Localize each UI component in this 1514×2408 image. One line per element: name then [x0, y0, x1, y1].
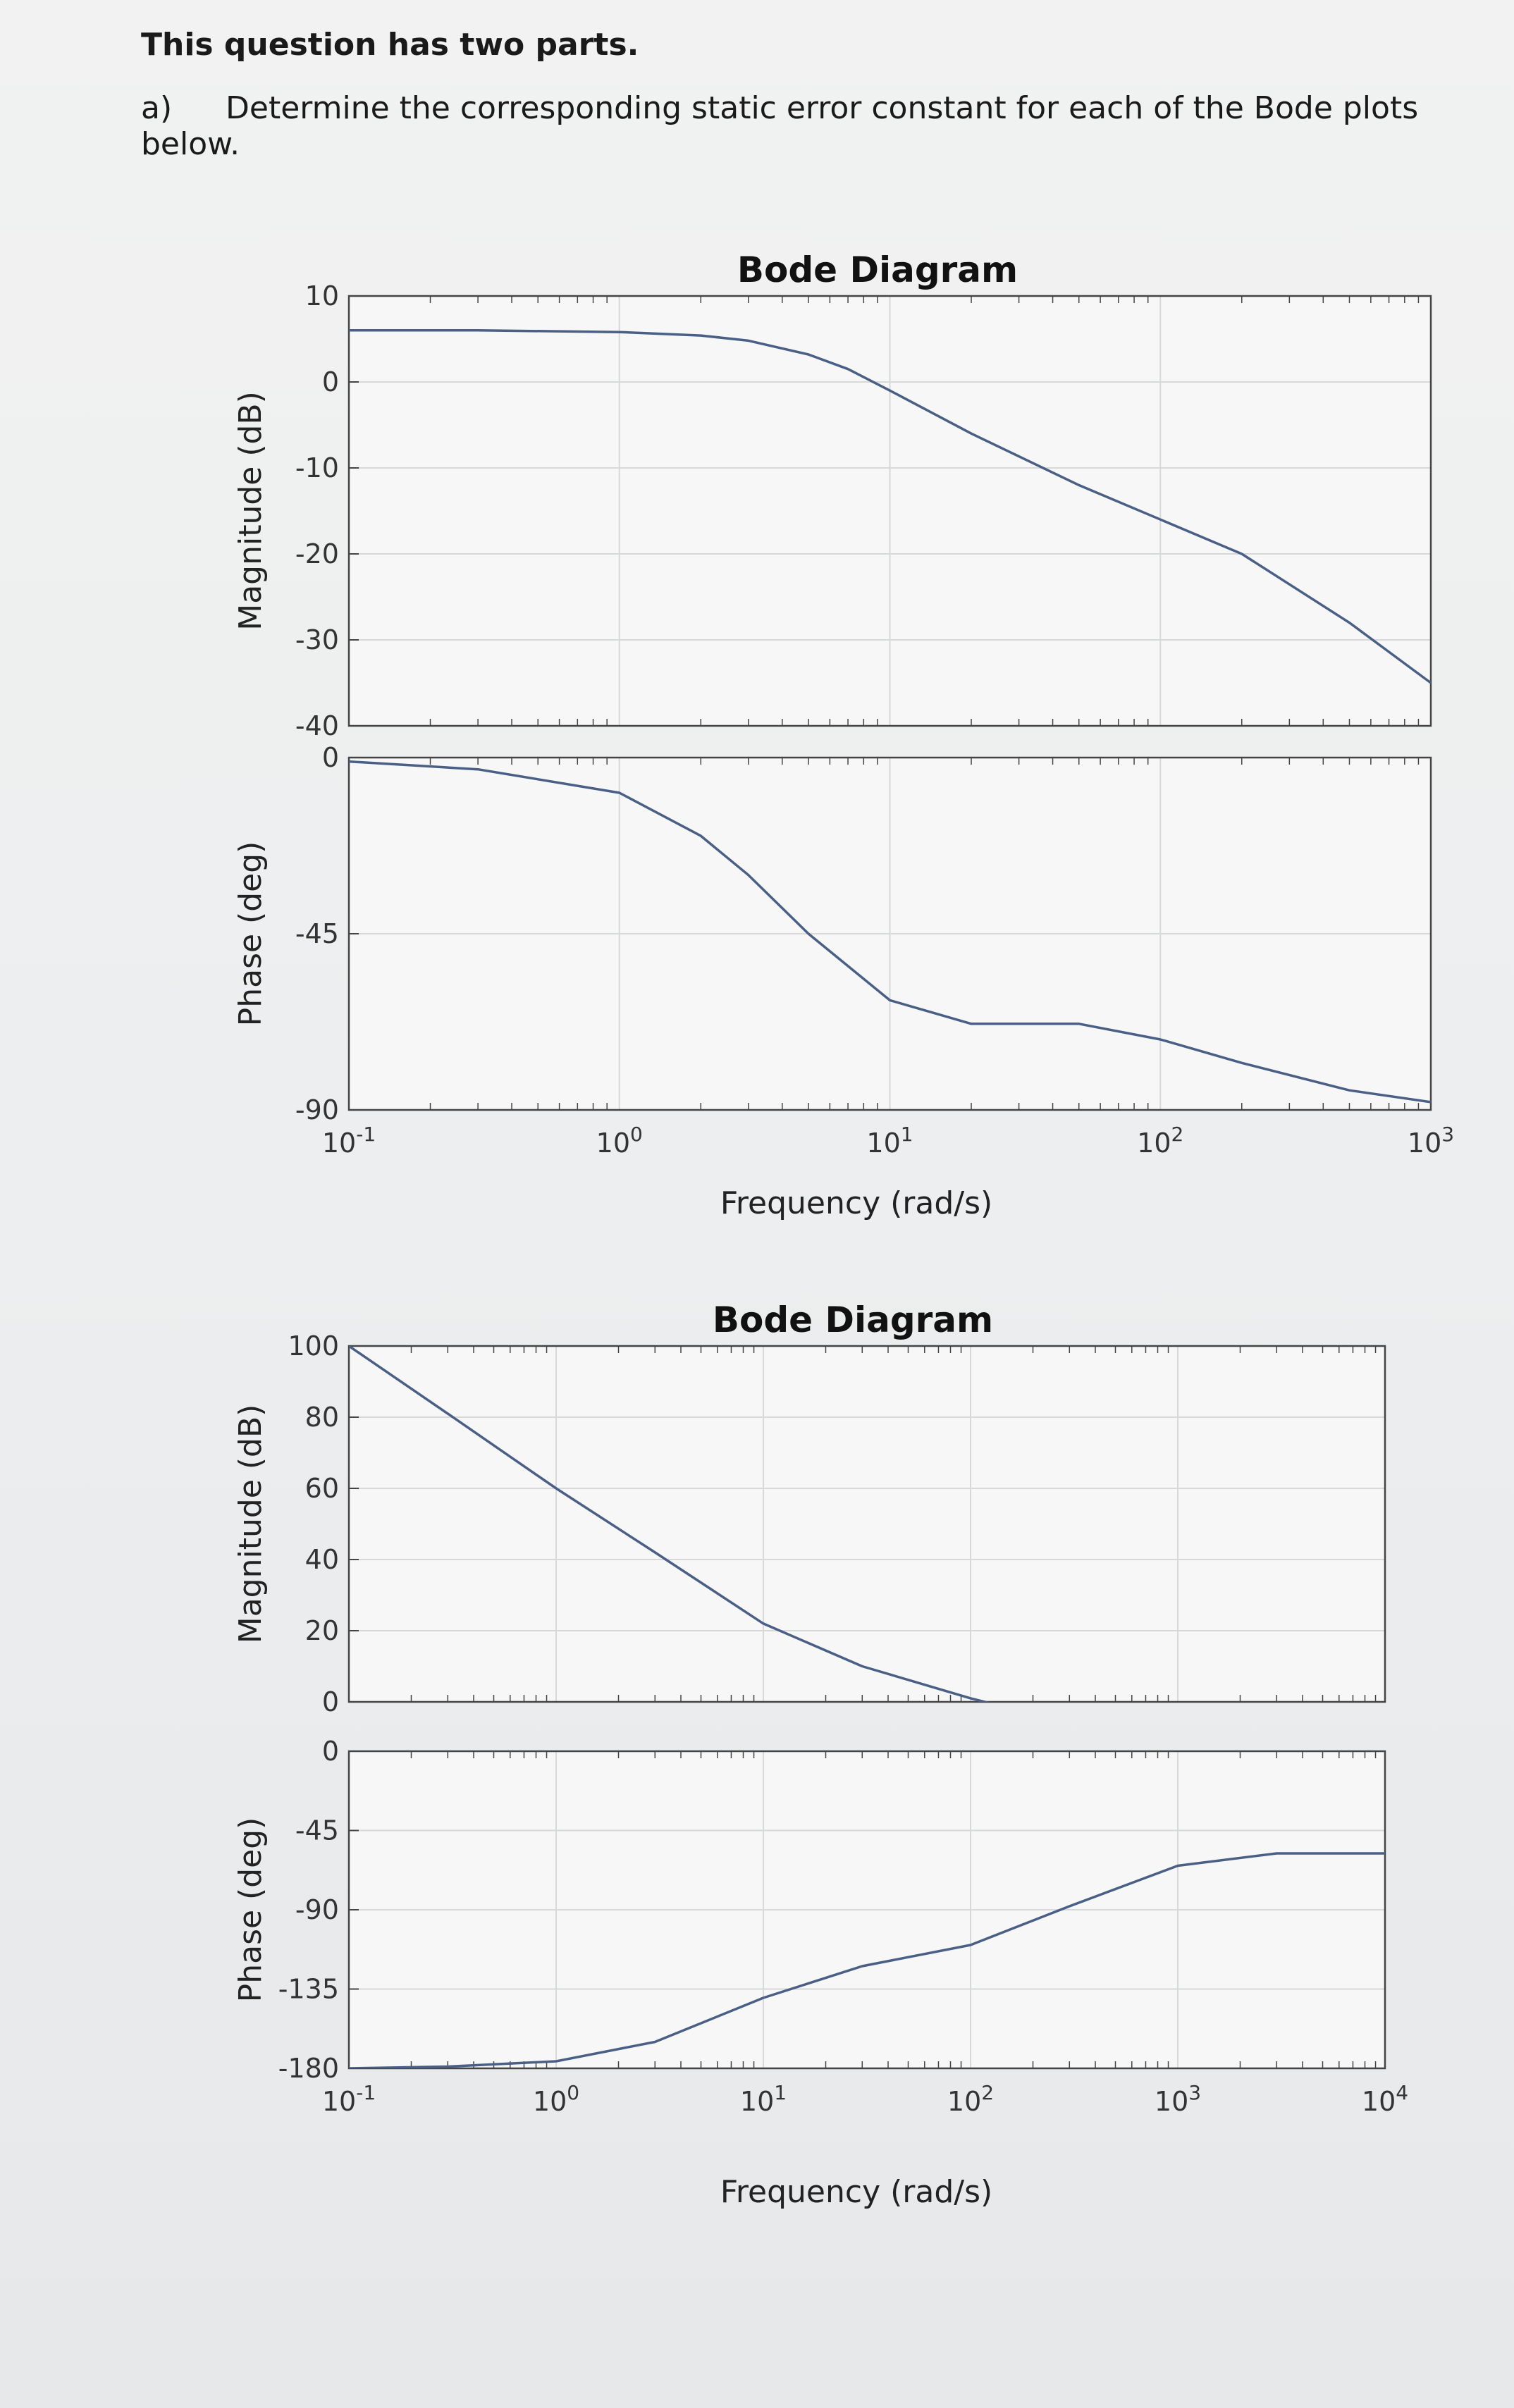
xtick-label: 101: [740, 2081, 787, 2117]
phase-series-line: [349, 1852, 1385, 2068]
xtick-label: 10-1: [322, 2081, 376, 2117]
phase-ylabel: Phase (deg): [233, 841, 269, 1027]
phase-ytick-label: -135: [278, 1974, 339, 2005]
phase-axes-box: [347, 756, 1432, 1111]
magnitude-ytick-label: 80: [305, 1402, 339, 1433]
magnitude-ytick-label: -20: [295, 538, 339, 569]
xlabel: Frequency (rad/s): [720, 1185, 992, 1221]
xtick-label: 103: [1408, 1123, 1454, 1159]
phase-ytick-label: -90: [295, 1094, 339, 1125]
xtick-label: 10-1: [322, 1123, 376, 1159]
part-label: a): [141, 90, 173, 126]
chart-title: Bode Diagram: [713, 1299, 993, 1340]
magnitude-ytick-label: -30: [295, 624, 339, 655]
xtick-label: 101: [866, 1123, 913, 1159]
xtick-label: 100: [533, 2081, 579, 2117]
magnitude-panel: 100 80 60 40 20 0 Magnitude (dB): [233, 1330, 1386, 1738]
phase-panel: 0 -45 -90 Phase (deg): [233, 742, 1432, 1125]
magnitude-ytick-label: 100: [288, 1330, 339, 1362]
question-header: This question has two parts.: [141, 27, 639, 63]
magnitude-ytick-label: 10: [305, 280, 339, 311]
phase-ytick-label: 0: [322, 742, 339, 773]
phase-ytick-label: -90: [295, 1894, 339, 1925]
magnitude-axes-box: [347, 1345, 1386, 1703]
magnitude-ytick-label: 0: [322, 366, 339, 397]
phase-ytick-label: -180: [278, 2053, 339, 2084]
magnitude-axes-box: [347, 295, 1432, 727]
xtick-label: 100: [596, 1123, 643, 1159]
magnitude-ylabel: Magnitude (dB): [233, 1404, 269, 1644]
magnitude-ytick-label: 40: [305, 1544, 339, 1575]
xtick-label: 104: [1362, 2081, 1408, 2117]
magnitude-ylabel: Magnitude (dB): [233, 391, 269, 631]
phase-ytick-label: -45: [295, 918, 339, 949]
phase-ylabel: Phase (deg): [233, 1817, 269, 2003]
magnitude-series-line: [349, 329, 1431, 684]
bode-chart-2: Bode Diagram 100 80 60 40 20 0 Magnitude (dB) 0 -…: [233, 1299, 1408, 2210]
xtick-label: 102: [1137, 1123, 1183, 1159]
question-part-a: a) Determine the corresponding static err…: [141, 90, 1514, 162]
phase-ytick-label: -45: [295, 1815, 339, 1846]
phase-axes-box: [347, 1750, 1386, 2070]
phase-ytick-label: 0: [322, 1736, 339, 1767]
magnitude-panel: 10 0 -10 -20 -30 -40 Magnitude (dB): [233, 280, 1432, 741]
xtick-label: 103: [1155, 2081, 1201, 2117]
chart-title: Bode Diagram: [737, 249, 1018, 290]
magnitude-ytick-label: -40: [295, 710, 339, 741]
xtick-label: 102: [947, 2081, 994, 2117]
phase-panel: 0 -45 -90 -135 -180 Phase (deg): [233, 1736, 1386, 2084]
magnitude-ytick-label: 60: [305, 1473, 339, 1504]
magnitude-ytick-label: 20: [305, 1615, 339, 1646]
magnitude-plot-area: [349, 1346, 1385, 1702]
magnitude-series-line: [349, 1346, 990, 1702]
magnitude-ytick-label: 0: [322, 1686, 339, 1717]
part-text: Determine the corresponding static error…: [141, 90, 1419, 162]
xlabel: Frequency (rad/s): [720, 2174, 992, 2210]
magnitude-ytick-label: -10: [295, 452, 339, 483]
phase-series-line: [349, 760, 1431, 1104]
